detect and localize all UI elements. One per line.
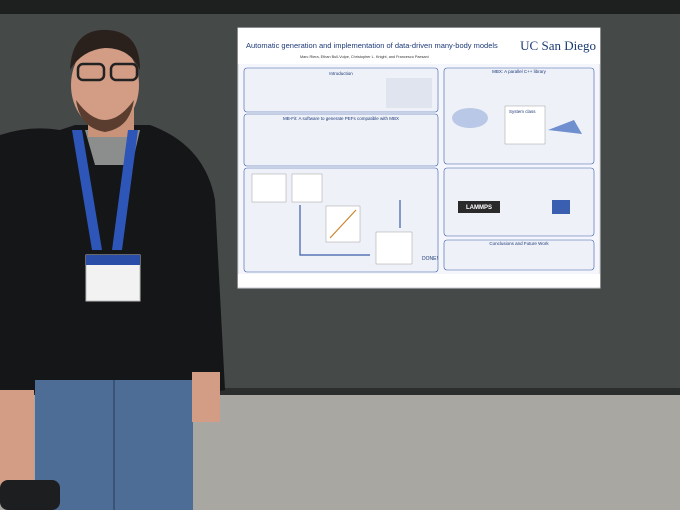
label: System class bbox=[509, 109, 536, 114]
panel bbox=[443, 239, 595, 271]
section-heading: Conclusions and Future Work bbox=[489, 241, 549, 246]
bag bbox=[0, 480, 60, 510]
label: LAMMPS bbox=[466, 205, 492, 211]
hair bbox=[70, 29, 140, 70]
logo bbox=[552, 200, 570, 214]
label: DONE! bbox=[422, 256, 438, 262]
flow-box bbox=[375, 231, 413, 265]
flow-arrow bbox=[299, 200, 401, 256]
ceiling bbox=[0, 0, 680, 14]
authors: Marc Riera, Ethan Bull-Vulpe, Christophe… bbox=[300, 55, 429, 59]
baseboard bbox=[0, 388, 680, 395]
panel bbox=[243, 113, 439, 167]
section-heading: MB-Fit: A software to generate PEFs comp… bbox=[283, 116, 399, 121]
badge-band bbox=[86, 255, 140, 265]
flow-box bbox=[291, 173, 323, 203]
figure-line bbox=[329, 209, 357, 239]
logo-box bbox=[458, 201, 500, 213]
glasses bbox=[76, 62, 106, 82]
figure bbox=[548, 120, 582, 134]
lanyard bbox=[72, 130, 138, 250]
figure bbox=[452, 108, 488, 128]
panel bbox=[443, 167, 595, 237]
flow-box bbox=[251, 173, 287, 203]
hand bbox=[192, 372, 220, 422]
figure bbox=[386, 78, 432, 108]
poster-footer bbox=[238, 274, 600, 287]
diagram-box bbox=[504, 105, 546, 145]
section-heading: Introduction bbox=[329, 71, 353, 76]
section-heading: MBX: A parallel C++ library bbox=[492, 69, 547, 74]
institution: UC San Diego bbox=[520, 38, 596, 53]
beard bbox=[76, 100, 134, 132]
poster-title: Automatic generation and implementation … bbox=[246, 41, 498, 50]
poster-header bbox=[238, 28, 600, 64]
glasses bbox=[109, 62, 139, 82]
